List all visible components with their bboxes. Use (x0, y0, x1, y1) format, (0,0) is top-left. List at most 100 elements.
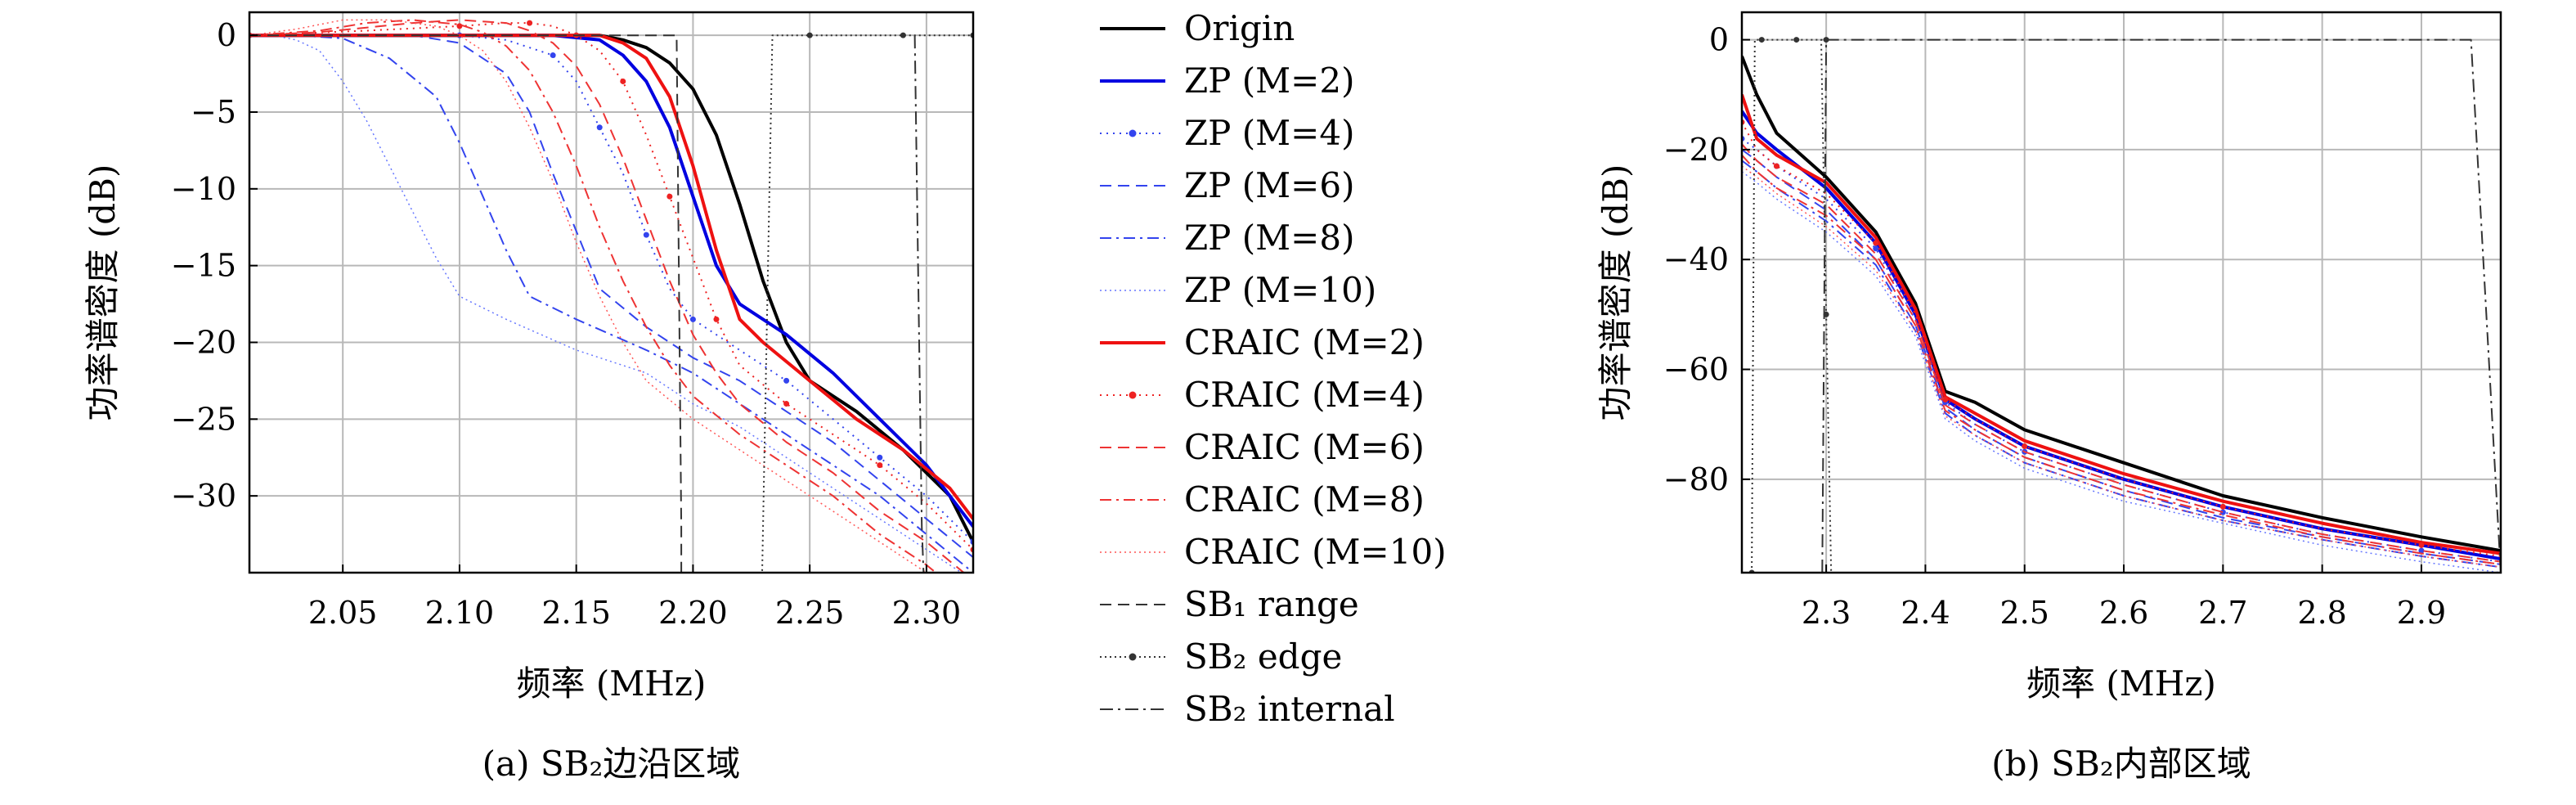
series-zp2 (249, 34, 973, 528)
legend-entry-craic10: CRAIC (M=10) (1100, 532, 1447, 572)
series-craic2 (249, 34, 973, 520)
series-craic4 (249, 22, 973, 551)
series-craic8 (249, 19, 937, 573)
marker-craic4-4 (527, 20, 533, 26)
y-tick-label-1: −20 (1663, 132, 1729, 168)
x-tick-label-0: 2.05 (308, 595, 378, 631)
marker-sb2edge-0 (758, 646, 764, 652)
y-tick-label-3: −60 (1663, 352, 1729, 388)
marker-sb2edge-2 (1758, 37, 1765, 43)
series-craic6 (1742, 143, 2501, 563)
legend-label: ZP (M=4) (1184, 113, 1354, 153)
y-axis-label: 功率谱密度 (dB) (1595, 164, 1636, 421)
series-craic10 (249, 19, 928, 573)
legend-label: Origin (1184, 8, 1295, 48)
series-zp10 (1742, 171, 2501, 573)
legend-label: SB₁ range (1184, 584, 1359, 624)
legend-entry-craic2: CRAIC (M=2) (1100, 322, 1425, 362)
x-tick-label-3: 2.6 (2099, 595, 2148, 631)
y-tick-label-6: −30 (171, 478, 236, 514)
series-sb2edge (1751, 38, 1833, 573)
y-tick-label-0: 0 (217, 17, 236, 53)
series-zp10 (249, 34, 963, 573)
marker-craic4-10 (666, 193, 673, 200)
series-zp2 (1742, 110, 2501, 561)
legend-entry-craic8: CRAIC (M=8) (1100, 479, 1425, 519)
legend-label: SB₂ internal (1184, 689, 1395, 729)
legend-entry-zp8: ZP (M=8) (1100, 218, 1354, 258)
legend-entry-sb1: SB₁ range (1100, 584, 1359, 624)
series-zp8 (249, 34, 973, 573)
x-tick-label-2: 2.15 (541, 595, 611, 631)
chart-caption: (a) SB₂边沿区域 (482, 744, 741, 784)
y-tick-label-3: −15 (171, 248, 236, 284)
marker-zp4-6 (596, 124, 603, 131)
legend-label: CRAIC (M=2) (1184, 322, 1425, 362)
legend-label: ZP (M=2) (1184, 61, 1354, 101)
y-tick-label-2: −40 (1663, 241, 1729, 277)
series-sb2edge (761, 34, 973, 573)
marker-zp4-12 (2418, 547, 2425, 554)
marker-craic4-10 (2219, 503, 2226, 510)
chart-a: 2.05 2.10 2.15 2.20 2.25 2.30 0 −5 −10 −15 −20 −25 −… (83, 11, 975, 784)
x-tick-label-0: 2.3 (1802, 595, 1851, 631)
y-tick-label-2: −10 (171, 171, 236, 207)
marker-zp4-14 (877, 454, 883, 461)
x-tick-label-6: 2.9 (2397, 595, 2446, 631)
legend-label: CRAIC (M=6) (1184, 427, 1425, 467)
marker-zp4-10 (2219, 509, 2226, 515)
y-tick-label-5: −25 (171, 401, 236, 437)
series-zp4 (249, 34, 973, 543)
legend-entry-craic4: CRAIC (M=4) (1100, 375, 1425, 415)
marker-zp4-12 (783, 377, 790, 384)
marker-sb2edge-4 (1793, 37, 1800, 43)
x-tick-label-2: 2.5 (2000, 595, 2049, 631)
legend-entry-origin: Origin (1100, 8, 1295, 48)
y-tick-label-1: −5 (191, 94, 236, 130)
x-axis-label: 频率 (MHz) (2026, 663, 2216, 704)
legend-label: ZP (M=8) (1184, 218, 1354, 258)
marker-craic4-12 (713, 316, 720, 322)
marker-zp4-4 (550, 52, 556, 59)
series-craic8 (1742, 154, 2501, 565)
y-axis-label: 功率谱密度 (dB) (83, 164, 123, 421)
marker-craic4-6 (1942, 396, 1949, 402)
marker-sb2edge-2 (806, 32, 813, 38)
marker-craic4-2 (1773, 163, 1779, 169)
legend-entry-zp4: ZP (M=4) (1100, 113, 1354, 153)
y-tick-label-4: −20 (171, 324, 236, 360)
x-tick-label-5: 2.30 (892, 595, 962, 631)
series-zp4 (1742, 137, 2501, 563)
chart-b: 2.3 2.4 2.5 2.6 2.7 2.8 2.9 0 −20 −40 −60 −80 频率 (MH… (1595, 11, 2502, 784)
x-tick-label-5: 2.8 (2297, 595, 2346, 631)
legend-label: SB₂ edge (1184, 636, 1342, 677)
legend-label: ZP (M=6) (1184, 165, 1354, 205)
series-sb2int (913, 35, 925, 573)
x-tick-label-1: 2.10 (425, 595, 495, 631)
legend-label: CRAIC (M=8) (1184, 479, 1425, 519)
series-craic2 (1742, 94, 2501, 555)
x-tick-label-3: 2.20 (658, 595, 728, 631)
legend-entry-zp10: ZP (M=10) (1100, 270, 1376, 310)
marker-craic4-14 (783, 401, 790, 407)
marker-craic4-16 (877, 462, 883, 469)
y-tick-label-4: −80 (1663, 461, 1729, 497)
legend-label: CRAIC (M=10) (1184, 532, 1447, 572)
legend: Origin ZP (M=2) ZP (M=4) ZP (M=6) ZP (M=8) ZP… (1100, 8, 1447, 729)
series-sb2int (1821, 38, 2501, 573)
legend-label: CRAIC (M=4) (1184, 375, 1425, 415)
y-tick-label-0: 0 (1709, 22, 1729, 58)
legend-entry-zp6: ZP (M=6) (1100, 165, 1354, 205)
marker-craic4-8 (2022, 443, 2028, 450)
series-craic10 (1742, 165, 2501, 569)
marker-zp4-4 (1873, 245, 1879, 252)
plot-frame (248, 11, 975, 574)
marker-zp4-8 (643, 232, 649, 238)
chart-caption: (b) SB₂内部区域 (1991, 744, 2251, 784)
x-axis-label: 频率 (MHz) (517, 663, 707, 704)
marker-sb2edge-4 (900, 32, 906, 38)
series-origin (1742, 55, 2501, 553)
legend-label: ZP (M=10) (1184, 270, 1376, 310)
series-craic4 (1742, 121, 2501, 557)
